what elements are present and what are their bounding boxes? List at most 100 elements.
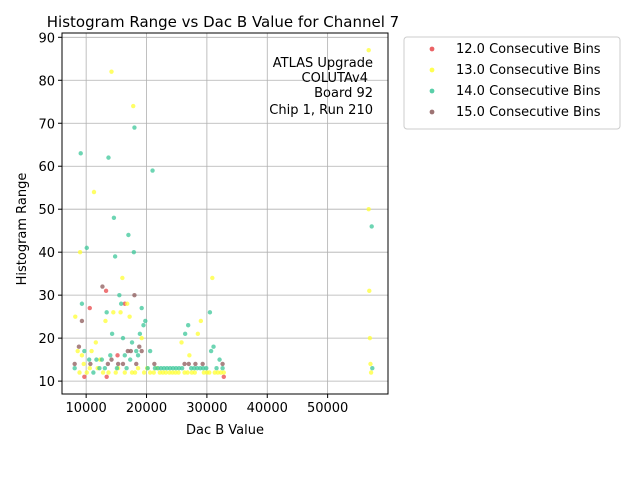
data-point [122,370,127,375]
data-point [185,323,191,328]
data-point [182,361,187,367]
data-point [155,366,161,371]
data-point [137,331,143,337]
data-point [111,215,117,220]
data-point [152,366,158,371]
data-point [179,340,184,345]
y-tick-label: 10 [38,375,55,390]
data-point [120,361,126,367]
data-point [143,318,148,324]
data-point [125,348,131,354]
data-point [97,366,102,371]
data-point [82,374,87,380]
data-point [157,370,162,375]
data-point [94,357,99,362]
data-point [113,370,118,375]
data-point [79,318,85,324]
data-point [75,348,80,354]
data-point [139,348,144,354]
data-point [84,245,89,251]
data-point [126,232,131,238]
x-tick-label: 40000 [247,401,288,416]
data-point [77,249,83,255]
data-point [102,366,108,371]
data-point [220,361,225,367]
data-point [150,168,155,173]
data-point [106,155,111,160]
data-point [131,103,136,109]
data-point [204,366,209,371]
data-point [187,353,192,358]
data-point [132,370,138,375]
data-point [147,370,153,375]
data-point [192,366,197,371]
y-tick-label: 80 [38,74,55,89]
data-point [221,374,226,380]
annotation-line-2: COLUTAv4 [302,71,368,86]
grid [62,33,388,394]
data-point [141,370,147,375]
data-point [147,348,153,354]
data-point [99,357,105,362]
legend-label: 15.0 Consecutive Bins [456,105,601,120]
series-1-points [82,288,226,380]
data-point [164,366,170,371]
data-point [208,348,214,354]
data-point [125,301,130,306]
data-point [152,361,157,367]
data-point [368,361,373,367]
data-point [72,366,77,371]
data-point [218,370,223,375]
data-point [109,357,114,362]
data-point [185,370,190,375]
data-point [132,125,137,130]
axes-background [62,33,388,394]
data-point [189,370,194,375]
data-point [131,249,137,255]
x-ticks: 10000 20000 30000 40000 50000 [65,394,348,416]
legend-marker [429,46,435,52]
x-tick-label: 30000 [186,401,227,416]
data-point [115,361,121,367]
data-point [188,366,194,371]
data-point [79,353,85,358]
data-point [109,331,115,337]
data-point [108,353,113,358]
data-point [88,361,93,367]
data-point [86,357,92,362]
legend-items: 12.0 Consecutive Bins 13.0 Consecutive Bi… [429,42,601,120]
data-point [179,366,185,371]
data-point [167,366,173,371]
data-point [368,370,374,375]
data-point [93,340,99,345]
data-point [141,323,146,328]
data-point [103,288,109,294]
annotation-line-3: Board 92 [314,86,373,101]
data-point [73,314,78,319]
data-point [161,366,167,371]
data-point [182,370,187,375]
data-point [91,189,97,195]
data-point [163,370,169,375]
data-point [115,353,120,358]
data-point [220,366,225,371]
y-axis-label: Histogram Range [15,173,30,286]
data-point [160,370,166,375]
data-point [128,357,133,362]
data-point [366,47,371,53]
data-point [122,353,127,358]
data-point [139,305,144,311]
data-point [369,224,374,229]
data-point [76,344,82,349]
y-tick-label: 90 [38,31,55,46]
legend-marker [429,88,435,94]
data-point [134,348,139,354]
data-point [114,366,120,371]
x-tick-label: 10000 [65,401,106,416]
x-tick-label: 50000 [307,401,348,416]
legend-box [403,36,621,130]
data-point [82,348,87,354]
data-point [200,361,205,367]
data-point [134,361,139,367]
axes-frame [61,32,389,395]
